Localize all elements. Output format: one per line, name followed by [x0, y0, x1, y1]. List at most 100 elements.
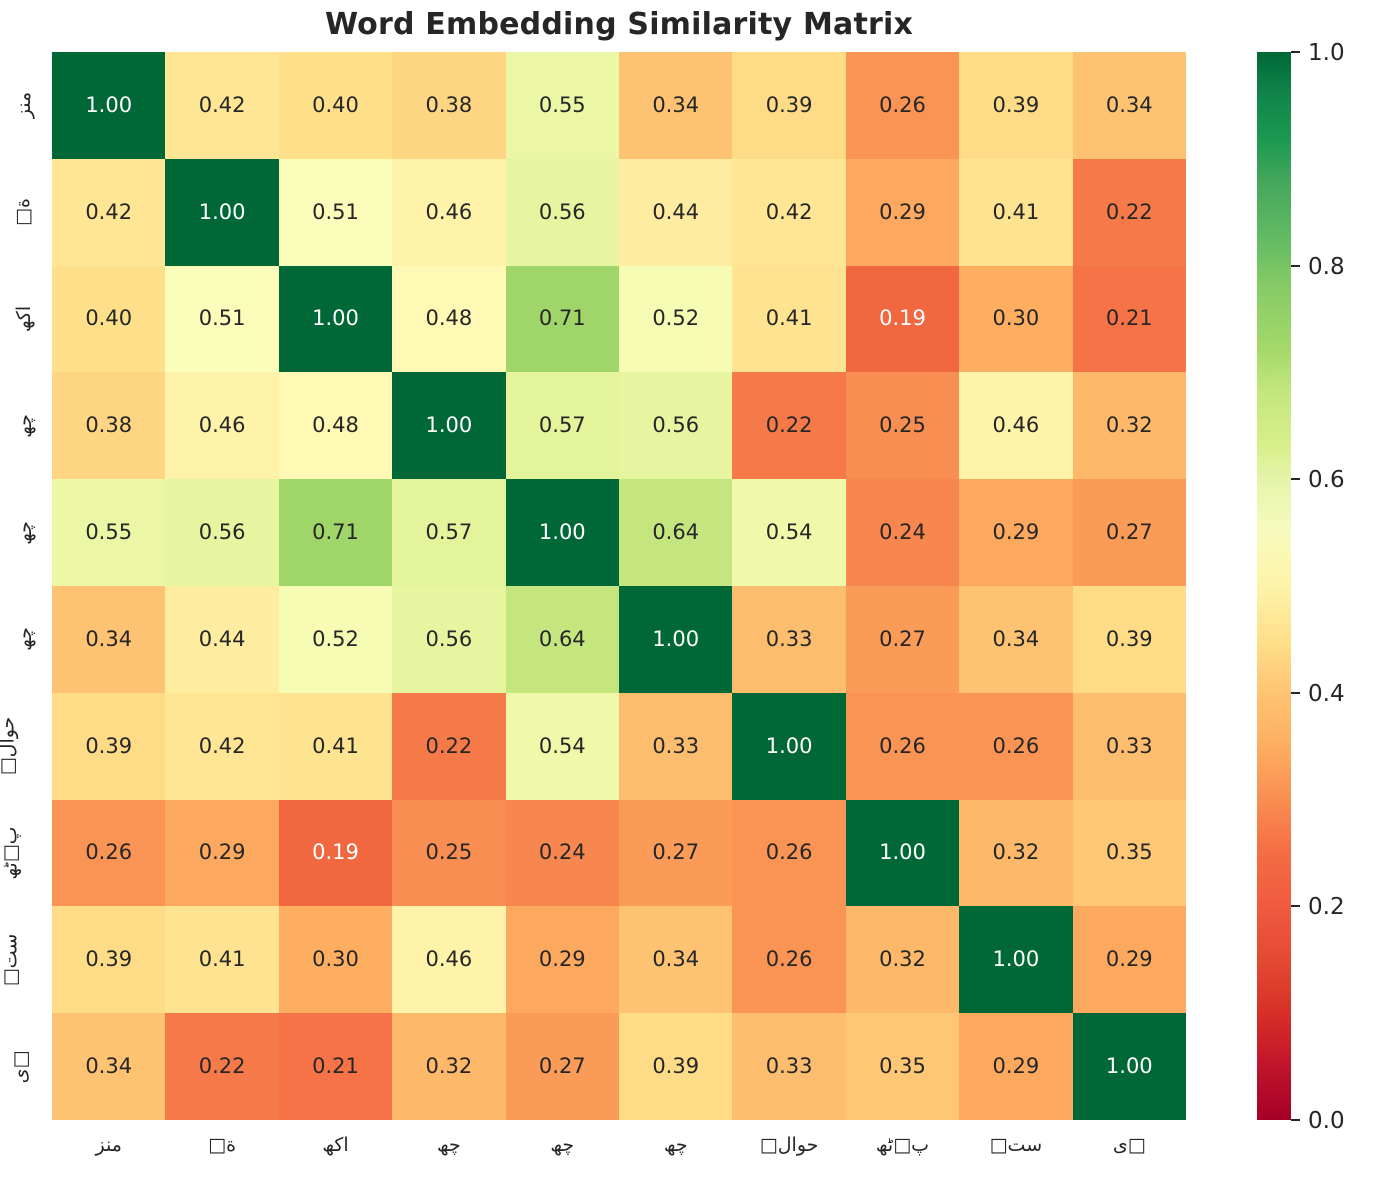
heatmap-cell-value: 0.39 [1105, 626, 1153, 651]
heatmap-cell: 0.39 [52, 692, 166, 800]
heatmap-cell: 0.19 [278, 799, 393, 907]
heatmap-grid: 1.00 0.42 0.40 0.38 0.55 0.34 0.39 0.26 0.39 0.34… [52, 52, 1186, 1120]
heatmap-cell: 0.46 [959, 372, 1073, 480]
heatmap-cell: 0.19 [845, 265, 960, 373]
heatmap-cell-value: 0.51 [312, 199, 359, 224]
heatmap-cell-value: 0.46 [992, 413, 1040, 438]
y-axis-tick-label-text: پ□ٹھ [0, 826, 22, 880]
heatmap-cell: 0.33 [732, 586, 846, 693]
colorbar-tick-mark [1291, 1119, 1300, 1121]
heatmap-cell: 1.00 [619, 586, 733, 693]
heatmap-cell-value: 0.57 [425, 520, 473, 545]
y-axis-tick-label: چھ [0, 586, 46, 693]
heatmap-cell: 0.41 [165, 906, 279, 1014]
heatmap-cell-value: 0.64 [652, 520, 700, 545]
heatmap-cell: 1.00 [845, 799, 960, 907]
colorbar-tick-mark [1291, 264, 1300, 267]
heatmap-cell: 0.29 [959, 479, 1073, 586]
x-axis-tick-label-text: منز [95, 1134, 122, 1156]
heatmap-cell-value: 0.26 [992, 733, 1040, 758]
y-axis-tick-label-text: اکھ [12, 305, 35, 333]
heatmap-cell: 0.34 [959, 586, 1073, 693]
heatmap-cell-value: 0.26 [765, 947, 813, 972]
heatmap-cell: 0.27 [619, 799, 733, 907]
heatmap-cell: 0.24 [845, 479, 960, 586]
x-axis-tick-label: چھ [392, 1126, 505, 1176]
heatmap-cell: 0.32 [959, 799, 1073, 907]
heatmap-cell: 0.55 [505, 52, 619, 159]
heatmap-cell: 0.30 [959, 265, 1073, 373]
heatmap-cell: 0.54 [732, 479, 846, 586]
colorbar-gradient [1257, 52, 1291, 1120]
heatmap-cell-value: 0.30 [312, 947, 359, 972]
x-axis-tick-label-text: ست□ [989, 1134, 1043, 1156]
heatmap-cell-value: 0.52 [652, 306, 700, 331]
heatmap-cell-value: 0.29 [538, 947, 586, 972]
x-axis-tick-label: اکھ [279, 1126, 392, 1176]
heatmap-cell-value: 0.41 [992, 199, 1040, 224]
heatmap-cell: 0.46 [392, 906, 506, 1014]
heatmap-cell: 0.29 [165, 799, 279, 907]
heatmap-cell: 0.35 [1072, 799, 1186, 907]
heatmap-cell: 0.34 [1072, 52, 1186, 159]
heatmap-cell: 0.21 [278, 1013, 393, 1120]
colorbar-tick-label: 0.0 [1308, 1108, 1345, 1134]
heatmap-cell-value: 0.41 [312, 733, 359, 758]
heatmap-cell-value: 1.00 [1105, 1054, 1153, 1079]
heatmap-cell-value: 0.55 [85, 520, 133, 545]
heatmap-cell-value: 0.21 [312, 1054, 359, 1079]
x-axis-tick-label-text: چھ [437, 1134, 461, 1156]
heatmap-cell-value: 0.42 [85, 199, 133, 224]
heatmap-cell-value: 0.33 [765, 626, 813, 651]
colorbar-tick-label: 0.2 [1308, 894, 1345, 921]
heatmap-cell: 1.00 [278, 265, 393, 373]
heatmap-cell: 0.42 [52, 158, 166, 266]
x-axis-tick-label-text: ة□ [208, 1134, 237, 1156]
heatmap-cell-value: 0.34 [85, 626, 133, 651]
y-axis-tick-label-text: چھ [14, 413, 37, 438]
heatmap-cell-value: 0.22 [1105, 199, 1153, 224]
heatmap-cell: 0.27 [845, 586, 960, 693]
heatmap-cell-value: 0.33 [1105, 733, 1153, 758]
heatmap-cell: 0.27 [1072, 479, 1186, 586]
heatmap-cell-value: 0.34 [1105, 92, 1153, 117]
heatmap-cell-value: 0.39 [992, 92, 1040, 117]
heatmap-cell-value: 0.46 [198, 413, 246, 438]
x-axis-tick-label: ست□ [959, 1126, 1072, 1176]
heatmap-cell: 0.32 [392, 1013, 506, 1120]
heatmap-cell: 0.26 [732, 906, 846, 1014]
heatmap-cell-value: 0.39 [85, 733, 133, 758]
heatmap-cell: 0.32 [1072, 372, 1186, 480]
heatmap-cell-value: 0.24 [538, 840, 586, 865]
heatmap-cell-value: 0.22 [425, 733, 473, 758]
heatmap-cell: 0.26 [52, 799, 166, 907]
heatmap-cell: 0.57 [505, 372, 619, 480]
heatmap-cell: 0.71 [505, 265, 619, 373]
x-axis-tick-label-text: پ□ٹھ [875, 1134, 930, 1156]
heatmap-cell-value: 0.35 [1105, 840, 1153, 865]
heatmap-cell: 0.34 [52, 586, 166, 693]
heatmap-cell-value: 1.00 [198, 199, 246, 224]
heatmap-cell: 0.51 [278, 158, 393, 266]
heatmap-cell: 0.40 [278, 52, 393, 159]
heatmap-cell: 0.26 [959, 692, 1073, 800]
colorbar[interactable]: 0.0 0.2 0.4 0.6 0.8 1.0 [1257, 40, 1345, 1134]
heatmap-cell-value: 0.51 [198, 306, 246, 331]
heatmap-cell-value: 0.34 [992, 626, 1040, 651]
heatmap-cell: 0.34 [619, 52, 733, 159]
heatmap-cell-value: 0.40 [85, 306, 133, 331]
heatmap-cell: 0.41 [732, 265, 846, 373]
heatmap-cell-value: 0.71 [312, 520, 359, 545]
heatmap-cell-value: 0.48 [312, 413, 359, 438]
heatmap-cell-value: 0.34 [85, 1054, 133, 1079]
heatmap-cell-value: 0.26 [765, 840, 813, 865]
heatmap-cell: 0.22 [1072, 158, 1186, 266]
heatmap-cell: 0.33 [1072, 692, 1186, 800]
heatmap-cell-value: 0.38 [85, 413, 133, 438]
heatmap-cell-value: 0.35 [879, 1054, 926, 1079]
heatmap-cell-value: 0.71 [538, 306, 586, 331]
heatmap-cell: 0.29 [505, 906, 619, 1014]
x-axis-tick-label-text: حوال□ [759, 1134, 819, 1156]
heatmap-cell: 0.55 [52, 479, 166, 586]
heatmap-cell-value: 0.44 [652, 199, 700, 224]
